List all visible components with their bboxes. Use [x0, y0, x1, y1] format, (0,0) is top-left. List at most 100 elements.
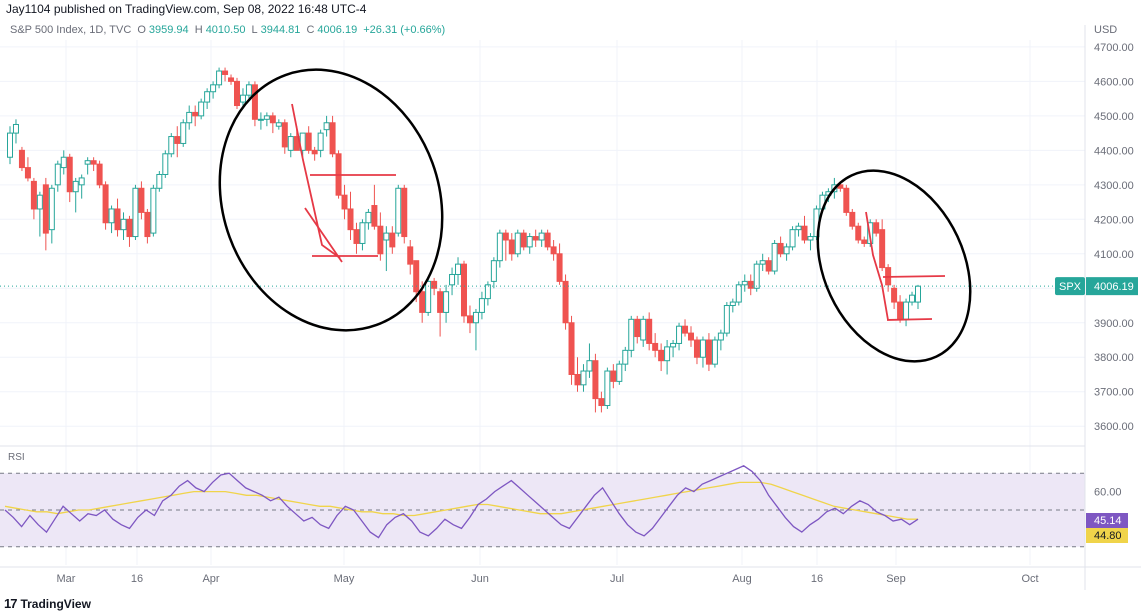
candle-up	[622, 349, 629, 365]
candle-up	[490, 260, 497, 282]
candle-up	[496, 232, 503, 262]
candle-down	[688, 332, 694, 341]
candle-down	[30, 180, 37, 210]
candle-down	[228, 77, 235, 82]
candle-up	[168, 136, 175, 155]
candle-up	[586, 360, 593, 372]
price-tick-label: 4500.00	[1094, 111, 1134, 123]
low-label: L	[251, 24, 258, 36]
candle-up	[120, 218, 127, 231]
candle-down	[897, 301, 904, 320]
last-price-badge-text: 4006.19	[1094, 281, 1134, 293]
candle-down	[437, 291, 444, 313]
candle-up	[275, 122, 282, 127]
rsi-pane	[0, 465, 1085, 548]
candle-down	[873, 222, 880, 234]
rsi-ma-badge-text: 44.80	[1094, 530, 1122, 542]
candle-down	[407, 246, 414, 265]
candle-down	[592, 360, 599, 400]
candle-down	[174, 136, 181, 144]
candle-up	[580, 370, 587, 386]
candle-up	[156, 173, 163, 189]
time-tick-label: 16	[131, 573, 143, 585]
candle-down	[508, 239, 515, 255]
time-tick-label: Mar	[57, 573, 76, 585]
rsi-line	[4, 465, 919, 539]
candle-up	[628, 318, 635, 351]
candle-down	[705, 339, 712, 365]
candle-up	[795, 225, 802, 231]
candle-up	[526, 236, 533, 248]
candle-down	[281, 122, 288, 148]
trend-line	[304, 207, 343, 263]
candle-up	[162, 153, 169, 175]
price-tick-label: 4600.00	[1094, 76, 1134, 88]
rsi-value-badge-text: 45.14	[1094, 515, 1122, 527]
candle-up	[72, 180, 79, 193]
open-label: O	[137, 24, 146, 36]
candle-up	[239, 94, 246, 103]
symbol-badge-text: SPX	[1059, 281, 1082, 293]
candle-up	[903, 301, 910, 320]
time-tick-label: 16	[811, 573, 823, 585]
candle-down	[598, 398, 605, 407]
candle-up	[12, 123, 19, 134]
candle-down	[24, 167, 31, 179]
candle-up	[323, 122, 330, 131]
candle-up	[365, 211, 372, 224]
candle-up	[186, 111, 193, 124]
candle-down	[610, 370, 617, 382]
candle-up	[443, 291, 450, 313]
candle-up	[317, 132, 324, 151]
candle-down	[502, 232, 509, 241]
publisher-header: Jay1104 published on TradingView.com, Se…	[6, 2, 367, 16]
candle-down	[861, 239, 868, 244]
candle-up	[915, 285, 921, 303]
price-tick-label: 4400.00	[1094, 145, 1134, 157]
candle-up	[699, 339, 706, 358]
time-tick-label: Jun	[471, 573, 489, 585]
open-value: 3959.94	[148, 24, 189, 36]
support-line	[886, 318, 933, 321]
candle-up	[759, 260, 766, 265]
candle-down	[747, 280, 754, 289]
candle-down	[658, 349, 665, 362]
footer: 17 TradingView	[4, 596, 91, 611]
candle-down	[269, 115, 276, 124]
candle-up	[132, 187, 139, 238]
candle-down	[777, 242, 784, 255]
price-tick-label: 4700.00	[1094, 42, 1134, 54]
candle-up	[538, 232, 545, 241]
price-tick-label: 3600.00	[1094, 421, 1134, 433]
candle-down	[574, 373, 581, 386]
candle-down	[371, 205, 378, 227]
candle-down	[341, 194, 348, 210]
candle-down	[693, 339, 700, 358]
candle-down	[90, 160, 97, 165]
candle-up	[909, 294, 916, 303]
candle-up	[257, 118, 264, 121]
ohlc-legend: S&P 500 Index, 1D, TVC O 3959.94 H 4010.50…	[10, 24, 448, 36]
time-tick-label: Jul	[610, 573, 624, 585]
candle-up	[108, 208, 115, 224]
candle-up	[395, 187, 402, 234]
candle-up	[478, 298, 485, 313]
price-tick-label: 3900.00	[1094, 318, 1134, 330]
candle-up	[789, 229, 796, 248]
candle-up	[771, 242, 778, 272]
candle-down	[652, 342, 659, 351]
currency-label: USD	[1094, 24, 1117, 36]
candle-up	[664, 346, 671, 362]
candle-down	[251, 84, 258, 120]
candle-up	[383, 232, 390, 241]
candle-up	[723, 305, 730, 334]
candle-up	[425, 280, 432, 313]
candle-down	[329, 122, 336, 155]
candle-down	[222, 70, 229, 75]
close-label: C	[306, 24, 315, 36]
change-value: +26.31 (+0.66%)	[363, 24, 446, 36]
candle-down	[801, 225, 808, 241]
candle-up	[84, 160, 91, 165]
rsi-ma-line	[4, 481, 918, 520]
